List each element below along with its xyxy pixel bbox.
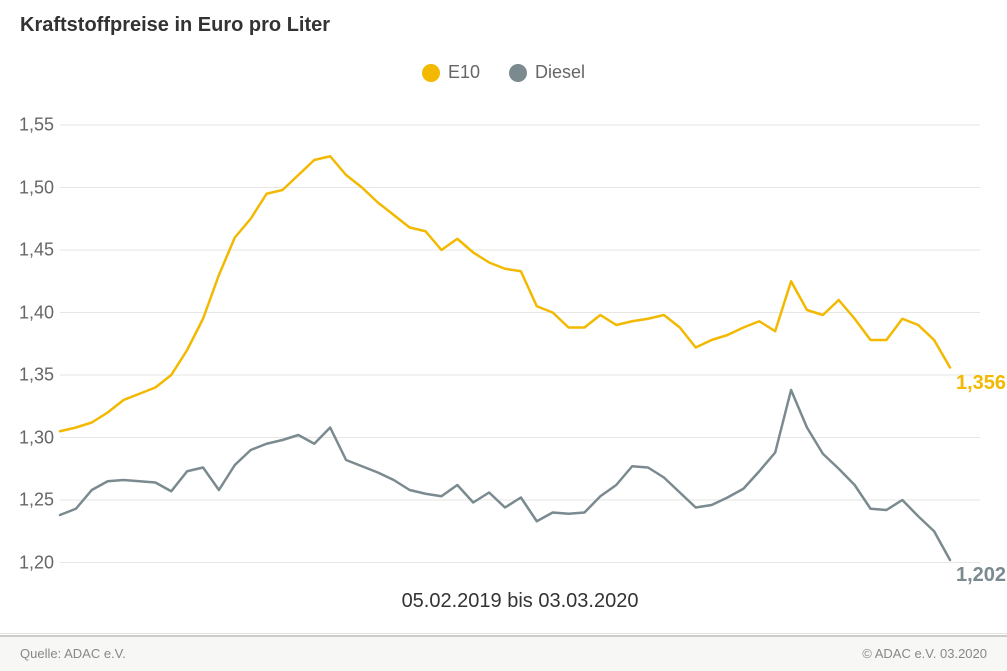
end-label-e10: 1,356	[956, 372, 1006, 395]
legend-swatch-e10	[422, 64, 440, 82]
y-tick-label: 1,30	[8, 427, 54, 448]
legend-item-e10: E10	[422, 62, 480, 83]
legend-label-diesel: Diesel	[535, 62, 585, 83]
series-line	[60, 156, 950, 431]
footer-source: Quelle: ADAC e.V.	[20, 646, 126, 661]
legend-swatch-diesel	[509, 64, 527, 82]
y-tick-label: 1,40	[8, 302, 54, 323]
y-tick-label: 1,45	[8, 240, 54, 261]
footer-copyright: © ADAC e.V. 03.2020	[862, 646, 987, 661]
y-tick-label: 1,25	[8, 490, 54, 511]
legend-label-e10: E10	[448, 62, 480, 83]
plot-area: 1,201,251,301,351,401,451,501,55 05.02.2…	[60, 100, 980, 600]
footer: Quelle: ADAC e.V. © ADAC e.V. 03.2020	[0, 635, 1007, 671]
series-line	[60, 390, 950, 560]
y-tick-label: 1,50	[8, 177, 54, 198]
legend: E10 Diesel	[0, 62, 1007, 87]
y-tick-label: 1,55	[8, 115, 54, 136]
y-tick-label: 1,35	[8, 365, 54, 386]
chart-title: Kraftstoffpreise in Euro pro Liter	[20, 14, 330, 37]
y-tick-label: 1,20	[8, 552, 54, 573]
chart-svg	[60, 100, 980, 600]
end-label-diesel: 1,202	[956, 564, 1006, 587]
legend-item-diesel: Diesel	[509, 62, 585, 83]
x-axis-caption: 05.02.2019 bis 03.03.2020	[60, 590, 980, 613]
